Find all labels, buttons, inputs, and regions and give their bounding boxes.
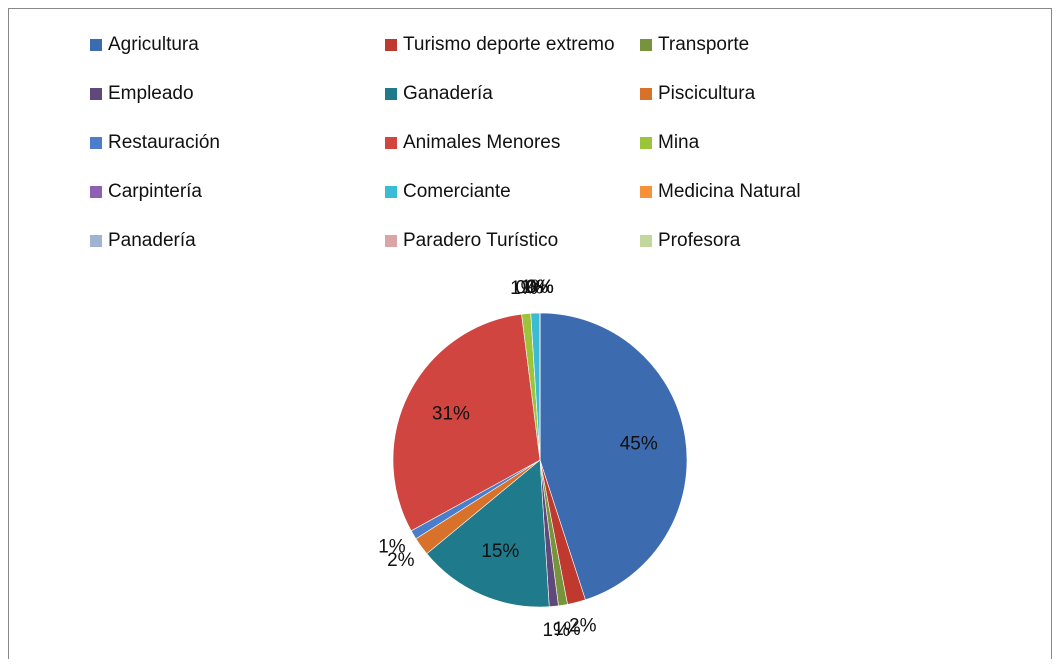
legend-label: Ganadería: [403, 83, 493, 104]
legend-swatch: [385, 235, 397, 247]
legend-label: Transporte: [658, 34, 749, 55]
data-label: 1%: [553, 619, 581, 640]
pie-slice: [539, 312, 688, 601]
legend-swatch: [385, 88, 397, 100]
legend-label: Comerciante: [403, 181, 511, 202]
pie-slice: [426, 459, 550, 608]
legend-swatch: [90, 235, 102, 247]
legend-swatch: [90, 186, 102, 198]
legend-swatch: [385, 39, 397, 51]
legend-label: Profesora: [658, 230, 741, 251]
legend-label: Mina: [658, 132, 700, 153]
data-label: 0%: [526, 277, 554, 298]
legend-swatch: [385, 137, 397, 149]
legend-label: Carpintería: [108, 181, 202, 202]
data-label: 1%: [521, 277, 549, 298]
legend-label: Empleado: [108, 83, 194, 104]
legend-swatch: [385, 186, 397, 198]
legend-label: Turismo deporte extremo: [403, 34, 615, 55]
legend-swatch: [640, 186, 652, 198]
data-label: 0%: [526, 277, 554, 298]
data-label: 45%: [620, 433, 658, 454]
legend-label: Panadería: [108, 230, 196, 251]
legend-swatch: [90, 88, 102, 100]
data-label: 2%: [569, 616, 597, 637]
data-label: 0%: [526, 277, 554, 298]
pie-slice: [392, 313, 541, 532]
legend-label: Medicina Natural: [658, 181, 801, 202]
legend-swatch: [640, 39, 652, 51]
legend-label: Restauración: [108, 132, 220, 153]
legend-swatch: [90, 39, 102, 51]
data-label: 0%: [526, 277, 554, 298]
data-label: 2%: [387, 550, 415, 571]
data-label: 1%: [378, 537, 406, 558]
legend-label: Agricultura: [108, 34, 199, 55]
data-label: 1%: [542, 620, 570, 641]
data-label: 0%: [515, 277, 543, 298]
legend-label: Animales Menores: [403, 132, 560, 153]
data-label: 31%: [432, 404, 470, 425]
legend-swatch: [640, 235, 652, 247]
legend-label: Piscicultura: [658, 83, 756, 104]
legend-swatch: [640, 88, 652, 100]
legend-label: Paradero Turístico: [403, 230, 558, 251]
data-label: 15%: [481, 541, 519, 562]
legend-swatch: [640, 137, 652, 149]
data-label: 1%: [510, 278, 538, 299]
legend-swatch: [90, 137, 102, 149]
